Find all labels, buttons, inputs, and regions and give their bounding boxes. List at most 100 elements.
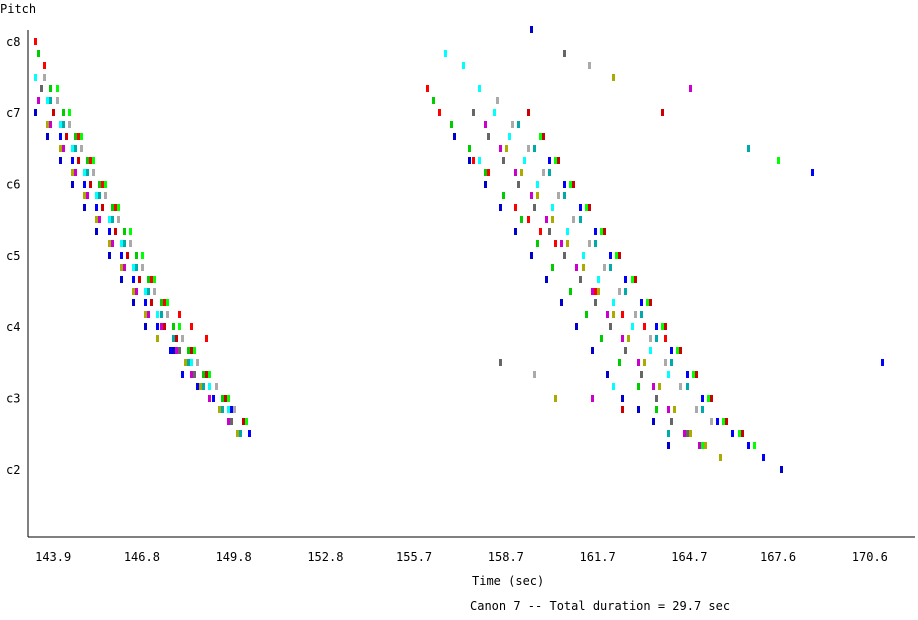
note-mark (701, 406, 704, 413)
note-mark (37, 97, 40, 104)
note-mark (686, 371, 689, 378)
note-mark (52, 109, 55, 116)
note-mark (502, 192, 505, 199)
note-mark (499, 204, 502, 211)
note-mark (689, 430, 692, 437)
note-mark (655, 406, 658, 413)
note-mark (172, 323, 175, 330)
note-mark (120, 240, 123, 247)
note-mark (502, 157, 505, 164)
note-mark (59, 157, 62, 164)
note-mark (95, 204, 98, 211)
note-mark (600, 335, 603, 342)
note-mark (196, 383, 199, 390)
note-mark (695, 406, 698, 413)
note-mark (566, 240, 569, 247)
note-mark (609, 264, 612, 271)
note-mark (579, 204, 582, 211)
note-mark (172, 335, 175, 342)
note-mark (554, 395, 557, 402)
note-mark (594, 240, 597, 247)
note-mark (101, 204, 104, 211)
note-mark (551, 264, 554, 271)
note-mark (545, 216, 548, 223)
note-mark (661, 323, 664, 330)
note-mark (129, 228, 132, 235)
note-mark (190, 347, 193, 354)
note-mark (612, 74, 615, 81)
note-mark (560, 299, 563, 306)
note-mark (634, 276, 637, 283)
note-mark (472, 157, 475, 164)
note-mark (46, 133, 49, 140)
note-mark (187, 359, 190, 366)
note-mark (62, 121, 65, 128)
note-mark (679, 383, 682, 390)
note-mark (224, 395, 227, 402)
note-mark (722, 418, 725, 425)
note-mark (123, 240, 126, 247)
note-mark (667, 442, 670, 449)
note-mark (585, 311, 588, 318)
note-mark (667, 371, 670, 378)
note-mark (227, 418, 230, 425)
note-mark (181, 335, 184, 342)
note-mark (117, 204, 120, 211)
note-mark (542, 169, 545, 176)
note-mark (111, 204, 114, 211)
note-mark (637, 383, 640, 390)
note-mark (108, 216, 111, 223)
note-mark (71, 157, 74, 164)
note-mark (472, 109, 475, 116)
note-mark (181, 371, 184, 378)
note-mark (554, 240, 557, 247)
note-mark (132, 264, 135, 271)
note-mark (71, 181, 74, 188)
note-mark (643, 359, 646, 366)
note-mark (135, 264, 138, 271)
note-mark (612, 383, 615, 390)
note-mark (227, 395, 230, 402)
note-mark (462, 62, 465, 69)
note-mark (83, 192, 86, 199)
note-mark (144, 311, 147, 318)
note-mark (777, 157, 780, 164)
note-mark (193, 347, 196, 354)
note-mark (196, 359, 199, 366)
note-mark (701, 395, 704, 402)
note-mark (676, 347, 679, 354)
note-mark (719, 454, 722, 461)
note-mark (205, 335, 208, 342)
note-mark (98, 192, 101, 199)
x-axis-title: Time (sec) (472, 574, 544, 588)
note-mark (202, 371, 205, 378)
note-mark (661, 109, 664, 116)
note-mark (496, 97, 499, 104)
note-mark (114, 228, 117, 235)
note-mark (557, 157, 560, 164)
note-mark (514, 169, 517, 176)
y-axis-title: Pitch (0, 2, 36, 16)
note-mark (144, 299, 147, 306)
note-mark (640, 299, 643, 306)
note-mark (62, 109, 65, 116)
note-mark (624, 288, 627, 295)
note-mark (484, 181, 487, 188)
note-mark (468, 157, 471, 164)
note-mark (514, 228, 517, 235)
note-mark (530, 252, 533, 259)
note-mark (46, 121, 49, 128)
note-mark (156, 323, 159, 330)
note-mark (135, 252, 138, 259)
note-mark (780, 466, 783, 473)
note-mark (175, 347, 178, 354)
note-mark (108, 228, 111, 235)
note-mark (153, 288, 156, 295)
note-mark (166, 311, 169, 318)
note-mark (120, 276, 123, 283)
note-mark (621, 311, 624, 318)
note-mark (600, 228, 603, 235)
note-mark (144, 323, 147, 330)
note-mark (98, 181, 101, 188)
note-mark (686, 383, 689, 390)
